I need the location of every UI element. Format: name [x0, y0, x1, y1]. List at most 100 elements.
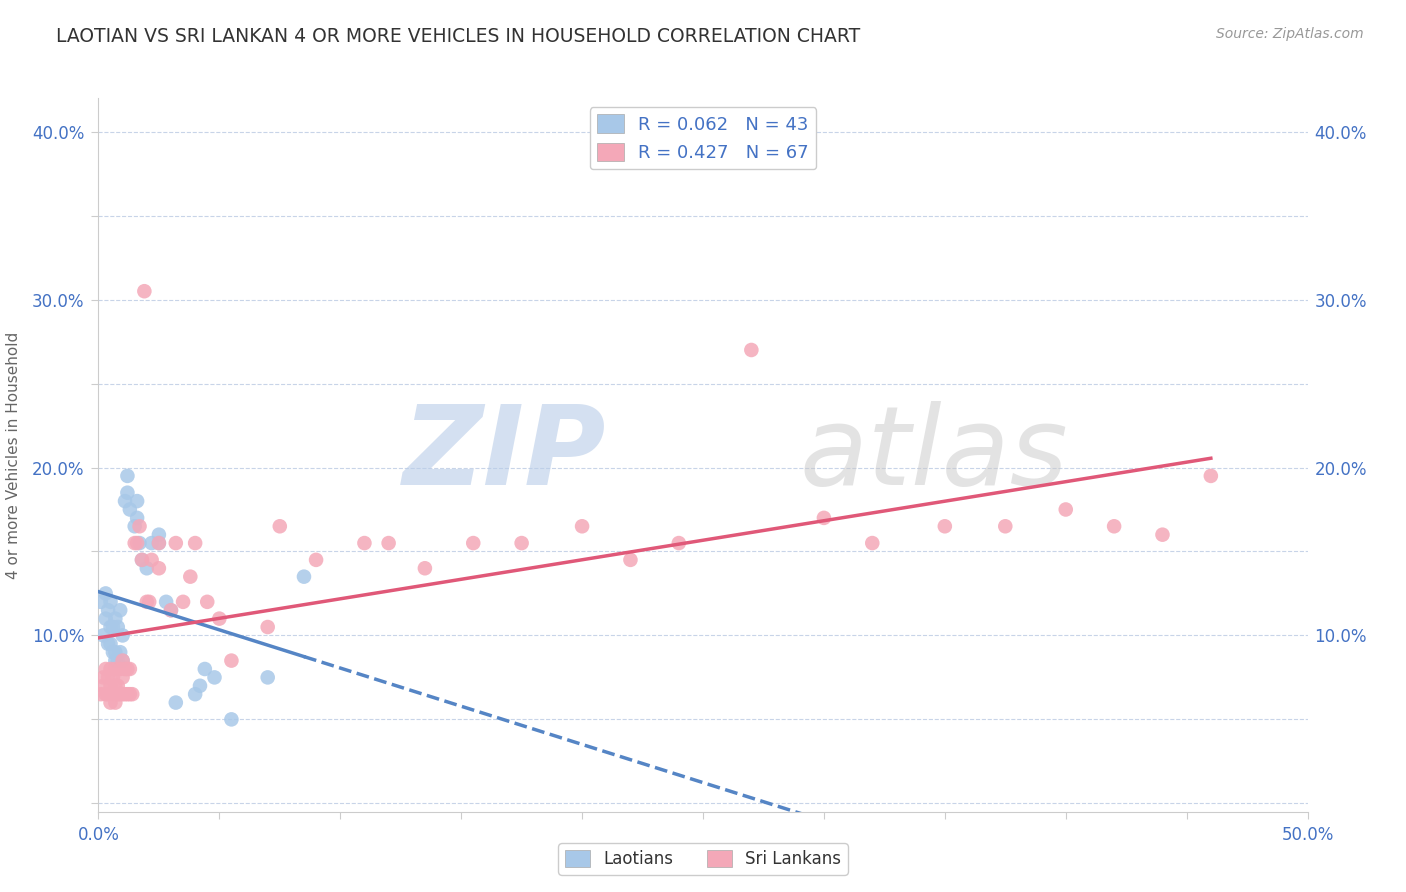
Point: [94, 687, 117, 701]
Point: [124, 519, 146, 533]
Point: [117, 662, 139, 676]
Text: Source: ZipAtlas.com: Source: ZipAtlas.com: [1216, 27, 1364, 41]
Point: [91, 628, 114, 642]
Point: [108, 687, 131, 701]
Point: [221, 712, 243, 726]
Point: [94, 662, 117, 676]
Point: [934, 519, 956, 533]
Point: [127, 511, 149, 525]
Point: [571, 519, 593, 533]
Point: [194, 662, 217, 676]
Point: [97, 687, 120, 701]
Point: [134, 284, 156, 298]
Legend: Laotians, Sri Lankans: Laotians, Sri Lankans: [558, 843, 848, 875]
Point: [135, 595, 157, 609]
Point: [124, 536, 146, 550]
Point: [204, 670, 226, 684]
Point: [813, 511, 835, 525]
Legend: R = 0.062   N = 43, R = 0.427   N = 67: R = 0.062 N = 43, R = 0.427 N = 67: [589, 107, 817, 169]
Point: [100, 662, 122, 676]
Point: [104, 662, 127, 676]
Point: [131, 553, 153, 567]
Point: [141, 553, 163, 567]
Point: [305, 553, 328, 567]
Point: [860, 536, 883, 550]
Point: [107, 620, 129, 634]
Point: [155, 595, 177, 609]
Point: [94, 586, 117, 600]
Point: [117, 469, 139, 483]
Point: [127, 536, 149, 550]
Point: [377, 536, 399, 550]
Point: [111, 654, 134, 668]
Point: [97, 637, 120, 651]
Point: [104, 679, 127, 693]
Point: [108, 645, 131, 659]
Point: [165, 696, 187, 710]
Point: [90, 595, 112, 609]
Point: [108, 603, 131, 617]
Point: [127, 494, 149, 508]
Point: [114, 494, 136, 508]
Point: [101, 687, 124, 701]
Point: [138, 595, 160, 609]
Point: [1152, 527, 1174, 541]
Point: [128, 519, 150, 533]
Point: [118, 502, 141, 516]
Point: [141, 536, 163, 550]
Point: [269, 519, 291, 533]
Point: [131, 553, 153, 567]
Point: [510, 536, 533, 550]
Point: [101, 645, 124, 659]
Point: [413, 561, 436, 575]
Point: [100, 679, 122, 693]
Point: [221, 654, 243, 668]
Point: [619, 553, 641, 567]
Point: [104, 654, 127, 668]
Point: [148, 536, 170, 550]
Text: atlas: atlas: [800, 401, 1069, 508]
Point: [128, 536, 150, 550]
Point: [208, 612, 231, 626]
Point: [172, 595, 194, 609]
Point: [179, 569, 201, 583]
Point: [107, 687, 129, 701]
Point: [111, 628, 134, 642]
Point: [1199, 469, 1222, 483]
Point: [668, 536, 690, 550]
Point: [101, 670, 124, 684]
Point: [101, 620, 124, 634]
Point: [256, 620, 278, 634]
Point: [256, 670, 278, 684]
Point: [184, 536, 207, 550]
Point: [97, 603, 120, 617]
Point: [117, 687, 139, 701]
Point: [100, 620, 122, 634]
Point: [104, 612, 127, 626]
Point: [148, 527, 170, 541]
Point: [104, 696, 127, 710]
Point: [292, 569, 315, 583]
Text: LAOTIAN VS SRI LANKAN 4 OR MORE VEHICLES IN HOUSEHOLD CORRELATION CHART: LAOTIAN VS SRI LANKAN 4 OR MORE VEHICLES…: [56, 27, 860, 45]
Point: [97, 670, 120, 684]
Point: [148, 561, 170, 575]
Point: [135, 561, 157, 575]
Point: [353, 536, 375, 550]
Point: [104, 645, 127, 659]
Y-axis label: 4 or more Vehicles in Household: 4 or more Vehicles in Household: [6, 331, 21, 579]
Point: [1102, 519, 1125, 533]
Point: [160, 603, 183, 617]
Point: [195, 595, 218, 609]
Point: [188, 679, 211, 693]
Point: [121, 687, 143, 701]
Point: [100, 637, 122, 651]
Point: [463, 536, 485, 550]
Point: [100, 696, 122, 710]
Point: [94, 612, 117, 626]
Point: [100, 595, 122, 609]
Point: [111, 670, 134, 684]
Point: [114, 662, 136, 676]
Point: [114, 687, 136, 701]
Point: [994, 519, 1017, 533]
Point: [107, 679, 129, 693]
